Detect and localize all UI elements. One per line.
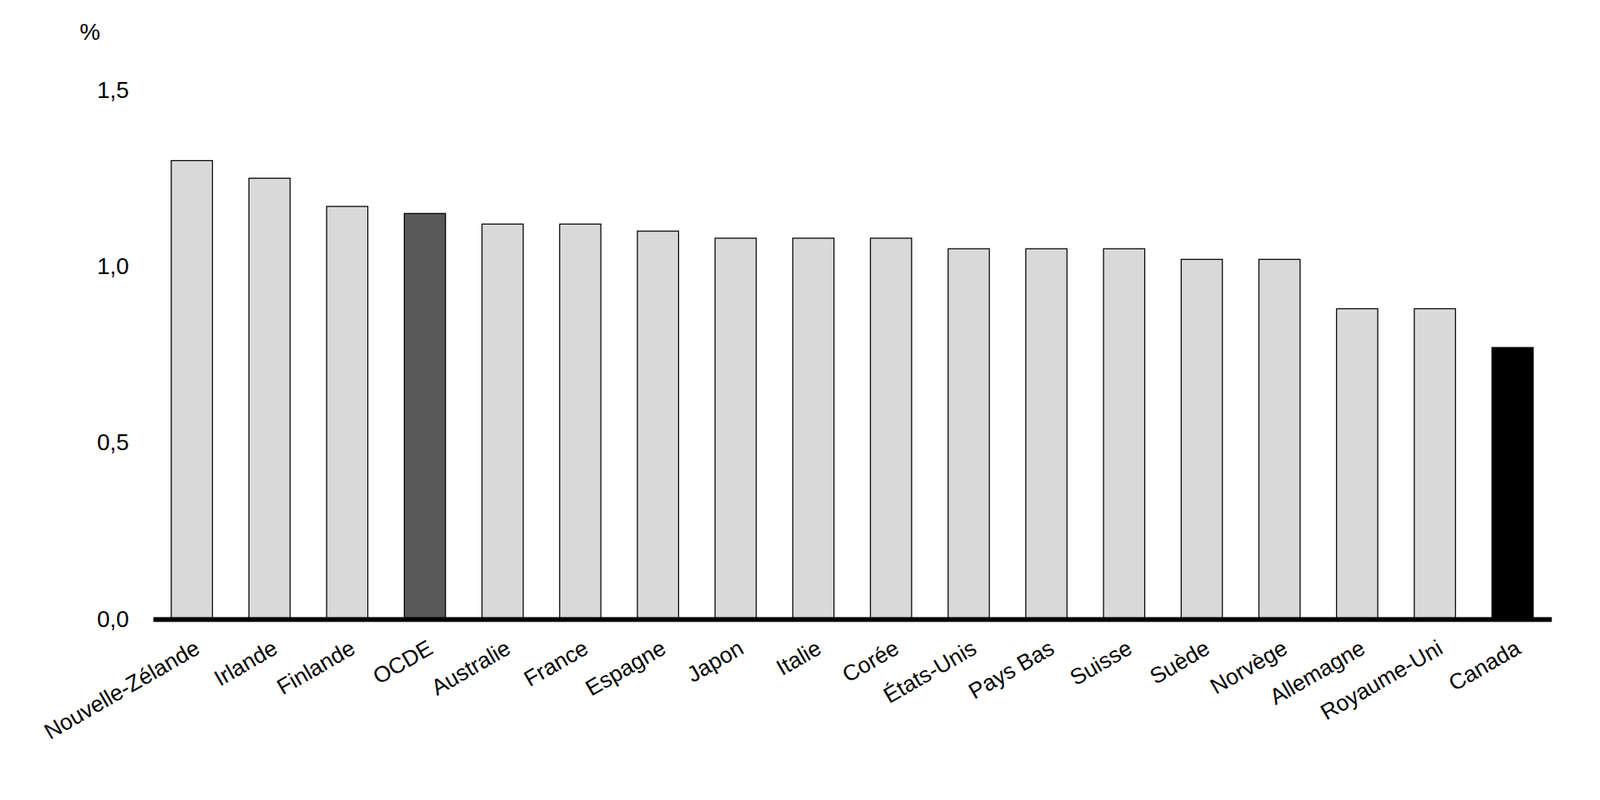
bar	[1180, 258, 1223, 620]
bar	[1025, 248, 1067, 620]
x-tick: Suisse	[1065, 619, 1136, 691]
x-tick-label: Irlande	[210, 635, 283, 691]
x-tick-label: Suisse	[1065, 635, 1136, 691]
bar	[714, 238, 757, 620]
x-tick: Suède	[1145, 619, 1215, 690]
chart: 0,0 0,5 1,0 1,5 Nouvelle-ZélandeIrlandeFinla…	[0, 0, 1600, 800]
bar	[403, 213, 446, 620]
x-tick: Nouvelle-Zélande	[39, 619, 204, 745]
bar	[1103, 248, 1146, 620]
y-axis: 0,0 0,5 1,0 1,5	[97, 77, 154, 632]
x-tick: Corée	[838, 619, 904, 687]
bar	[482, 223, 524, 620]
x-tick: Irlande	[210, 619, 283, 691]
x-tick-label: Pays Bas	[964, 635, 1059, 704]
y-tick-label: 0,0	[97, 606, 130, 632]
bar	[326, 206, 369, 620]
y-tick-label: 0,5	[97, 429, 130, 455]
x-tick-label: France	[519, 635, 593, 691]
x-tick: Finlande	[272, 619, 360, 700]
x-axis: Nouvelle-ZélandeIrlandeFinlandeOCDEAustr…	[39, 619, 1552, 745]
x-tick: États-Unis	[878, 619, 981, 709]
x-tick-label: États-Unis	[878, 635, 981, 708]
x-tick: Espagne	[581, 619, 671, 701]
x-tick-label: OCDE	[368, 635, 438, 689]
bar	[637, 231, 679, 620]
x-tick: Italie	[772, 619, 826, 681]
y-tick: 1,5	[97, 77, 153, 103]
x-tick-label: Espagne	[581, 635, 671, 701]
x-tick-label: Nouvelle-Zélande	[39, 635, 204, 745]
x-tick-label: Australie	[427, 635, 515, 700]
plot: 0,0 0,5 1,0 1,5 Nouvelle-ZélandeIrlandeFinla…	[39, 77, 1552, 745]
x-tick-label: Canada	[1444, 635, 1526, 696]
y-tick: 0,5	[97, 429, 153, 455]
x-axis-line	[153, 617, 1553, 623]
bars	[171, 160, 1534, 620]
bar	[1258, 258, 1301, 620]
x-tick: Japon	[682, 619, 749, 687]
x-tick: Canada	[1444, 619, 1526, 696]
bar	[1414, 308, 1456, 620]
y-tick-label: 1,5	[97, 77, 130, 103]
x-tick-label: Finlande	[272, 635, 360, 700]
bar	[559, 223, 601, 620]
bar	[948, 248, 990, 620]
bar	[870, 238, 912, 620]
x-tick-label: Japon	[682, 635, 749, 687]
y-tick: 1,0	[97, 253, 153, 279]
x-tick: Australie	[427, 619, 515, 701]
bar	[792, 238, 835, 620]
bar	[171, 160, 213, 620]
y-axis-line	[152, 90, 154, 620]
y-tick-label: 1,0	[97, 253, 130, 279]
x-tick-label: Italie	[772, 635, 826, 680]
bar	[248, 178, 291, 620]
bar	[1336, 308, 1378, 620]
x-tick: Royaume-Uni	[1316, 619, 1448, 726]
bar	[1491, 347, 1534, 620]
x-tick-label: Suède	[1145, 635, 1215, 689]
x-tick: Pays Bas	[964, 619, 1059, 704]
y-axis-label: %	[79, 19, 101, 45]
x-tick-label: Royaume-Uni	[1316, 635, 1448, 725]
y-tick: 0,0	[97, 606, 153, 632]
